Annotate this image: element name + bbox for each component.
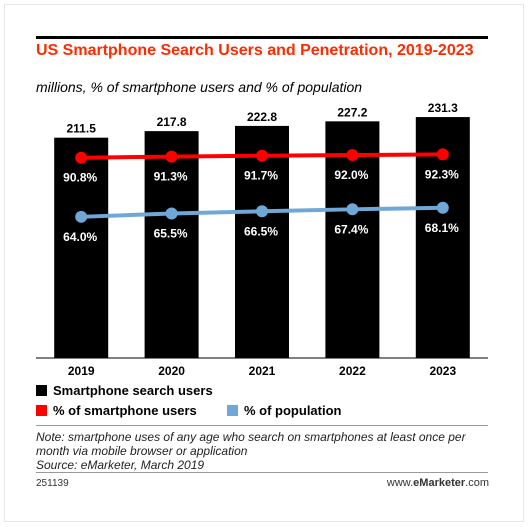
legend-swatch-bar (36, 385, 47, 396)
legend-label-line2: % of population (244, 403, 342, 418)
brand-name: eMarketer (413, 477, 466, 489)
line2-point-2021 (256, 205, 268, 218)
line2-point-2022 (346, 203, 359, 216)
line2-point-2023 (436, 201, 449, 214)
line2-label-2023: 68.1% (425, 221, 459, 235)
note-text: Note: smartphone uses of any age who sea… (36, 430, 466, 458)
line1-label-2020: 91.3% (154, 170, 188, 184)
line2-label-2022: 67.4% (334, 222, 368, 236)
chart-id: 251139 (36, 478, 69, 489)
line2-label-2019: 64.0% (63, 230, 97, 244)
bar-label-2023: 231.3 (428, 101, 458, 115)
line1-point-2023 (436, 148, 449, 161)
brand-suffix: .com (465, 477, 489, 489)
bar-label-2020: 217.8 (157, 115, 187, 129)
title-rule (36, 36, 488, 39)
line1-label-2023: 92.3% (425, 167, 459, 181)
line1-label-2022: 92.0% (334, 168, 368, 182)
bar-label-2019: 211.5 (67, 122, 97, 136)
x-tick-2021: 2021 (249, 364, 276, 378)
legend-swatch-line1 (36, 405, 47, 416)
line1-point-2021 (256, 149, 268, 162)
x-tick-2022: 2022 (339, 364, 366, 378)
legend-item-bar: Smartphone search users (36, 383, 213, 398)
line1-point-2019 (75, 151, 88, 164)
bar-2019 (54, 137, 109, 358)
line1-label-2019: 90.8% (63, 171, 97, 185)
note-divider-bottom (36, 472, 488, 473)
x-tick-2019: 2019 (68, 364, 95, 378)
chart-note: Note: smartphone uses of any age who sea… (36, 430, 488, 472)
legend-swatch-line2 (227, 405, 238, 416)
line1-point-2022 (346, 149, 359, 162)
note-divider-top (36, 425, 488, 426)
x-tick-2020: 2020 (158, 364, 185, 378)
line2-point-2020 (165, 207, 178, 220)
line2-point-2019 (75, 210, 88, 223)
legend-item-line2: % of population (227, 403, 341, 418)
legend-label-bar: Smartphone search users (53, 383, 213, 398)
legend-label-line1: % of smartphone users (53, 403, 197, 418)
bar-2021 (235, 125, 289, 359)
bar-2020 (144, 131, 199, 358)
chart-subtitle: millions, % of smartphone users and % of… (36, 79, 363, 95)
brand-prefix: www. (386, 477, 414, 489)
legend-item-line1: % of smartphone users (36, 403, 197, 418)
source-text: Source: eMarketer, March 2019 (36, 458, 205, 472)
line1-point-2020 (165, 150, 178, 163)
line2-label-2021: 66.5% (244, 224, 278, 238)
bar-label-2021: 222.8 (247, 110, 277, 124)
line1-label-2021: 91.7% (244, 169, 278, 183)
bar-label-2022: 227.2 (337, 105, 367, 119)
brand-link[interactable]: www.eMarketer.com (387, 477, 489, 489)
chart-title: US Smartphone Search Users and Penetrati… (36, 42, 474, 59)
line2-label-2020: 65.5% (154, 227, 188, 241)
x-tick-2023: 2023 (429, 364, 456, 378)
